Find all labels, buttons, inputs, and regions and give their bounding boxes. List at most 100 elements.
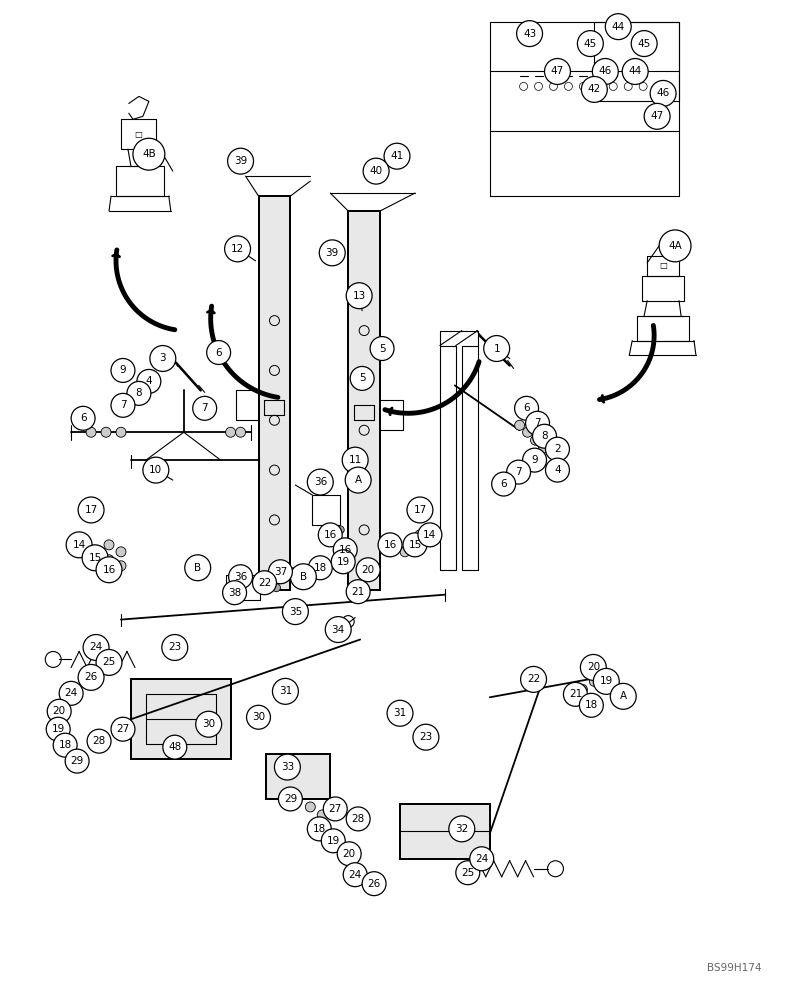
Text: 17: 17 [85, 505, 98, 515]
Circle shape [331, 550, 356, 574]
Text: 4A: 4A [668, 241, 682, 251]
Circle shape [272, 678, 298, 704]
Circle shape [346, 283, 372, 309]
Circle shape [280, 574, 288, 582]
Text: 36: 36 [234, 572, 247, 582]
Text: 37: 37 [274, 567, 287, 577]
Text: 9: 9 [120, 365, 126, 375]
Text: 8: 8 [136, 388, 142, 398]
Circle shape [593, 668, 619, 694]
Circle shape [57, 709, 66, 719]
Circle shape [59, 681, 83, 705]
Circle shape [515, 396, 539, 420]
Circle shape [350, 366, 374, 390]
Circle shape [343, 447, 368, 473]
Circle shape [66, 532, 92, 558]
Text: 12: 12 [231, 244, 244, 254]
Text: 17: 17 [414, 505, 427, 515]
Circle shape [111, 358, 135, 382]
Text: A: A [620, 691, 627, 701]
Circle shape [571, 694, 582, 704]
Circle shape [256, 573, 264, 581]
Text: 31: 31 [279, 686, 292, 696]
Text: 16: 16 [384, 540, 397, 550]
Circle shape [345, 467, 371, 493]
Circle shape [515, 420, 524, 430]
Circle shape [333, 538, 357, 562]
Text: 7: 7 [516, 467, 522, 477]
Circle shape [58, 739, 68, 749]
Circle shape [578, 31, 604, 57]
Circle shape [407, 497, 433, 523]
Circle shape [363, 158, 389, 184]
Text: BS99H174: BS99H174 [707, 963, 761, 973]
Text: 7: 7 [201, 403, 208, 413]
Text: 7: 7 [120, 400, 126, 410]
Text: 15: 15 [88, 553, 102, 563]
Text: 43: 43 [523, 29, 537, 39]
Circle shape [499, 473, 510, 483]
Circle shape [104, 570, 114, 580]
Circle shape [283, 599, 309, 625]
Text: 29: 29 [70, 756, 84, 766]
Circle shape [101, 427, 111, 437]
Circle shape [326, 617, 351, 643]
Text: 15: 15 [408, 540, 422, 550]
Circle shape [82, 545, 108, 571]
Circle shape [415, 543, 425, 553]
Circle shape [580, 654, 606, 680]
Circle shape [264, 579, 272, 587]
Text: 21: 21 [351, 587, 364, 597]
Text: 39: 39 [234, 156, 247, 166]
Circle shape [650, 80, 676, 106]
Circle shape [418, 523, 442, 547]
Text: 23: 23 [419, 732, 432, 742]
Circle shape [322, 829, 345, 853]
Circle shape [584, 664, 595, 674]
Circle shape [96, 557, 122, 583]
Text: 47: 47 [650, 111, 663, 121]
Text: 5: 5 [359, 373, 365, 383]
Circle shape [78, 497, 104, 523]
Circle shape [449, 816, 475, 842]
Text: 6: 6 [80, 413, 86, 423]
Circle shape [47, 699, 71, 723]
Text: 25: 25 [461, 868, 474, 878]
Text: 14: 14 [423, 530, 436, 540]
Circle shape [337, 842, 361, 866]
Text: 18: 18 [58, 740, 72, 750]
Circle shape [288, 568, 297, 576]
Text: 48: 48 [168, 742, 182, 752]
Bar [131, 679, 230, 759]
Text: 2: 2 [554, 444, 561, 454]
Text: 20: 20 [361, 565, 375, 575]
Text: 4: 4 [554, 465, 561, 475]
Text: 33: 33 [280, 762, 294, 772]
Circle shape [384, 143, 410, 169]
Text: 18: 18 [314, 563, 327, 573]
Circle shape [290, 564, 316, 590]
Text: B: B [194, 563, 201, 573]
Text: 20: 20 [53, 706, 65, 716]
Text: 39: 39 [326, 248, 339, 258]
Circle shape [524, 453, 535, 463]
Circle shape [246, 705, 271, 729]
Text: 26: 26 [85, 672, 98, 682]
Circle shape [592, 59, 618, 84]
Text: □: □ [659, 261, 667, 270]
Circle shape [346, 580, 370, 604]
Circle shape [516, 21, 542, 47]
Circle shape [116, 547, 126, 557]
Circle shape [337, 842, 347, 852]
Bar [259, 196, 290, 590]
Circle shape [319, 240, 345, 266]
Circle shape [305, 802, 315, 812]
Text: 14: 14 [73, 540, 86, 550]
Text: 6: 6 [500, 479, 507, 489]
Circle shape [116, 561, 126, 571]
Circle shape [253, 571, 276, 595]
Circle shape [207, 341, 230, 364]
Text: 36: 36 [314, 477, 327, 487]
Circle shape [659, 230, 691, 262]
Circle shape [523, 427, 532, 437]
